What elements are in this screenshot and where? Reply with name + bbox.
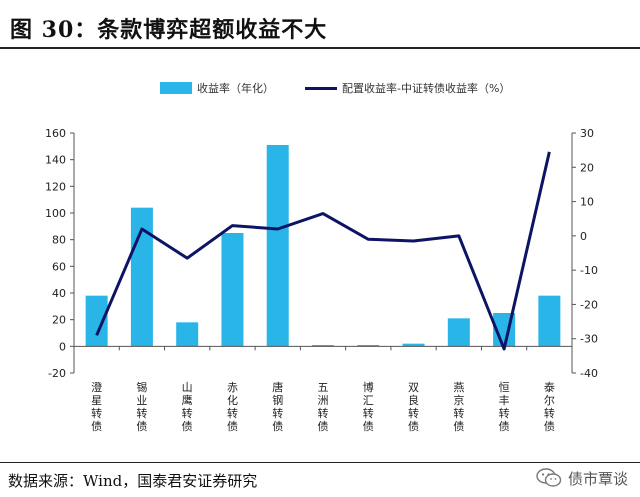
- y-left-tick-label: 100: [45, 207, 66, 220]
- bar-4: [266, 145, 289, 347]
- bar-3: [221, 233, 244, 347]
- watermark-text: 债市覃谈: [567, 469, 628, 488]
- y-left-tick-label: 20: [52, 314, 66, 327]
- y-left-tick-label: -20: [48, 367, 66, 380]
- wechat-icon: [536, 468, 562, 487]
- watermark: 债市覃谈: [536, 466, 628, 490]
- legend-label-bar: 收益率（年化）: [197, 82, 274, 95]
- y-right-tick-label: 0: [580, 230, 587, 243]
- y-left-tick-label: 80: [52, 234, 66, 247]
- legend-label-line: 配置收益率-中证转债收益率（%）: [342, 82, 511, 95]
- footer-rule: [0, 462, 640, 463]
- x-tick-label-6: 博汇转债: [363, 381, 374, 433]
- line-series: [95, 151, 551, 351]
- x-tick-label-9: 恒丰转债: [499, 381, 510, 433]
- y-left-tick-label: 120: [45, 180, 66, 193]
- x-tick-label-2: 山鹰转债: [182, 381, 193, 433]
- combo-chart: -20 0 20 40 60 80 100 120 140 160 -40 -30 -20 -10 0 10 2…: [45, 127, 598, 433]
- x-tick-label-7: 双良转债: [408, 381, 419, 433]
- x-tick-label-3: 赤化转债: [227, 381, 238, 433]
- bar-8: [447, 318, 470, 347]
- y-right-tick-label: 20: [580, 161, 594, 174]
- y-right-tick-label: 30: [580, 127, 594, 140]
- chart-legend: 收益率（年化） 配置收益率-中证转债收益率（%）: [0, 78, 640, 100]
- y-left-tick-label: 0: [59, 340, 66, 353]
- bar-7: [402, 343, 425, 347]
- figure-title: 图 30：条款博弈超额收益不大: [10, 17, 328, 43]
- legend-swatch-line: [305, 87, 337, 90]
- bar-5: [312, 345, 334, 347]
- x-tick-label-1: 锡业转债: [136, 380, 147, 433]
- legend-swatch-bar: [160, 82, 192, 94]
- y-right-tick-label: -30: [580, 333, 598, 346]
- title-rule: [0, 47, 640, 49]
- bar-0: [85, 295, 108, 347]
- x-tick-label-10: 泰尔转债: [544, 380, 555, 433]
- y-right-tick-label: -10: [580, 264, 598, 277]
- y-right-tick-label: -40: [580, 367, 598, 380]
- bar-2: [176, 322, 199, 347]
- y-right-tick-label: -20: [580, 298, 598, 311]
- x-tick-label-8: 燕京转债: [453, 381, 464, 433]
- y-left-tick-label: 40: [52, 287, 66, 300]
- title-bar: 图 30：条款博弈超额收益不大: [0, 0, 640, 50]
- x-tick-label-4: 唐钢转债: [272, 380, 283, 433]
- bar-6: [357, 345, 380, 347]
- x-tick-label-0: 澄星转债: [91, 380, 102, 433]
- y-right-tick-label: 10: [580, 196, 594, 209]
- y-left-tick-label: 60: [52, 260, 66, 273]
- bar-10: [538, 295, 561, 347]
- y-left-tick-label: 140: [45, 154, 66, 167]
- source-note: 数据来源：Wind，国泰君安证券研究: [8, 472, 258, 490]
- y-left-tick-label: 160: [45, 127, 66, 140]
- x-tick-label-5: 五洲转债: [318, 381, 329, 433]
